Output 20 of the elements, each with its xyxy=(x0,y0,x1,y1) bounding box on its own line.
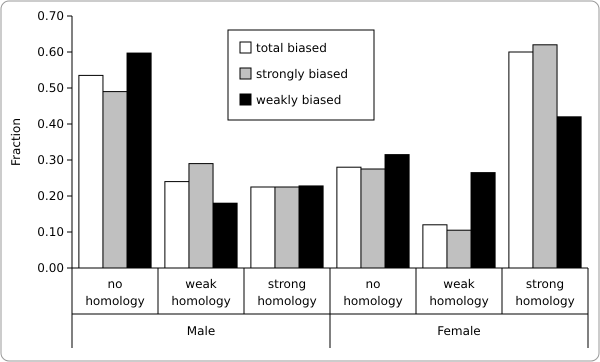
legend-label: total biased xyxy=(256,41,327,56)
y-tick-label: 0.30 xyxy=(37,153,64,168)
x-tick-label: strong homology xyxy=(515,277,575,308)
x-tick-label: no homology xyxy=(343,277,403,308)
legend-label: strongly biased xyxy=(256,67,348,82)
y-tick-label: 0.40 xyxy=(37,117,64,132)
text: Male xyxy=(186,324,216,338)
text: Female xyxy=(437,324,481,338)
y-tick-label: 0.50 xyxy=(37,81,64,96)
y-tick-label: 0.70 xyxy=(37,9,64,24)
x-tick-label: weak homology xyxy=(429,277,489,308)
y-axis-title: Fraction xyxy=(9,118,23,166)
y-tick-label: 0.00 xyxy=(37,261,64,276)
legend-label: weakly biased xyxy=(256,93,342,108)
x-tick-label: weak homology xyxy=(171,277,231,308)
x-tick-label: no homology xyxy=(85,277,145,308)
y-tick-label: 0.20 xyxy=(37,189,64,204)
y-tick-label: 0.10 xyxy=(37,225,64,240)
x-tick-label: strong homology xyxy=(257,277,317,308)
y-tick-label: 0.60 xyxy=(37,45,64,60)
